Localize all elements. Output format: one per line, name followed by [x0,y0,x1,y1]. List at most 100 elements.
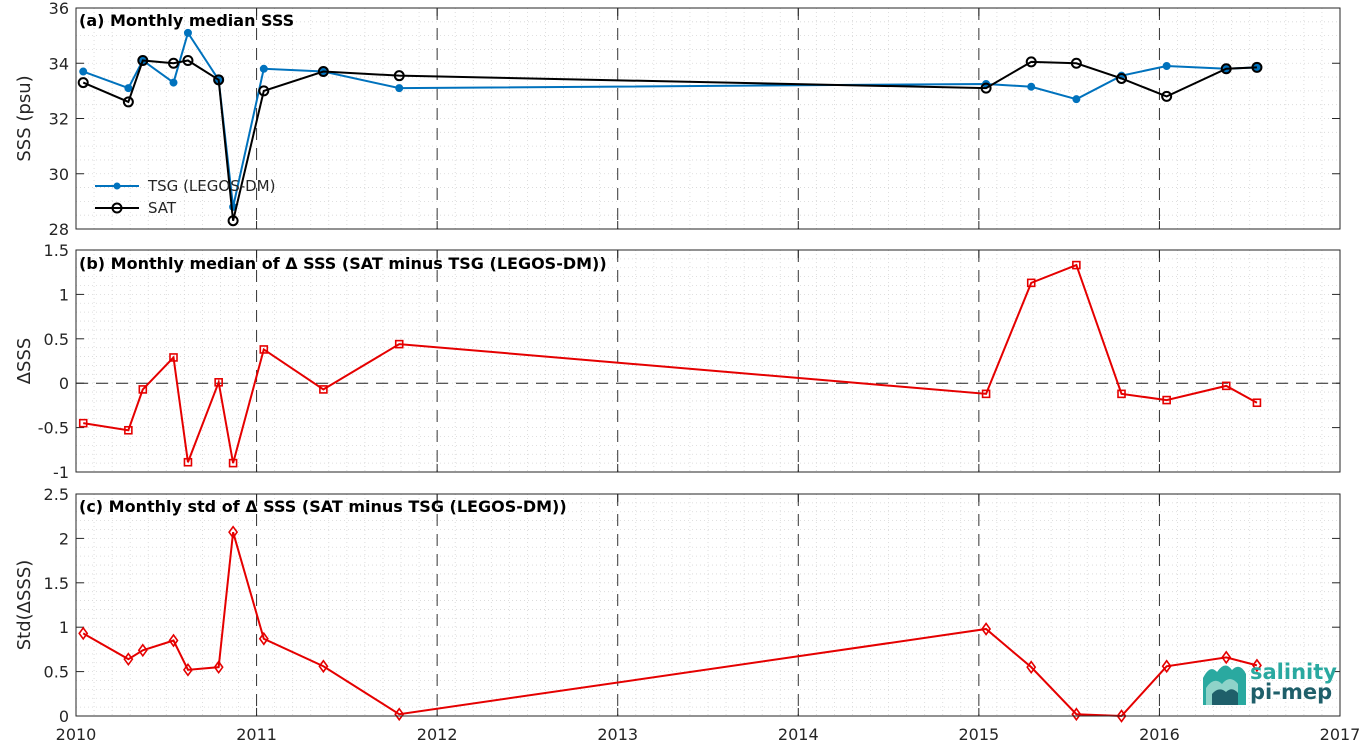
gridlines [76,8,1340,229]
data-point [123,652,134,667]
data-point [1161,659,1172,674]
data-point [1252,398,1262,408]
data-point [1116,72,1128,84]
data-point [214,378,223,387]
data-point [79,67,88,76]
logo-wave-icon [1203,665,1246,705]
y-tick-label: 0.5 [44,330,69,349]
data-point [1072,260,1081,270]
y-tick-label: -0.5 [38,419,69,438]
data-point [78,418,88,428]
series-sat [77,54,1263,227]
y-tick-label: 32 [49,110,69,129]
y-tick-label: 0 [59,707,69,726]
y-tick-label: 2 [59,529,69,548]
data-point [1117,389,1126,399]
data-point [228,525,239,540]
data-point [1116,709,1127,723]
data-point [1027,82,1036,91]
data-point [122,96,134,108]
data-point [1162,395,1171,405]
axes-frame [75,7,1341,230]
panel-c: 0 0.5 1 1.5 2 2.5 2010 2011 2012 2013 2014 2015 2016… [14,485,1360,744]
panel-title: (a) Monthly median SSS [79,11,294,30]
series-delta-sss [78,525,1262,723]
legend-label: SAT [148,199,177,217]
data-point [1161,90,1173,102]
data-point [1162,62,1171,71]
data-point [169,353,178,362]
y-tick-label: 0.5 [44,663,69,682]
gridlines [76,494,1340,716]
data-point [213,660,224,675]
x-tick-label: 2010 [56,725,97,744]
data-point [1220,63,1232,75]
y-axis-label: SSS (psu) [14,75,35,161]
y-tick-label: 2.5 [44,485,69,504]
data-point [227,215,239,227]
gridlines [76,250,1340,472]
data-point [980,82,992,94]
legend: TSG (LEGOS-DM) SAT [95,177,275,217]
legend-marker [113,182,121,190]
data-point [77,77,89,89]
y-tick-label: 0 [59,374,69,393]
data-point [393,70,405,82]
data-point [319,385,328,394]
axes-frame [75,249,1341,473]
legend-item: SAT [95,199,177,217]
data-point [1251,658,1262,673]
data-point [1221,381,1231,391]
data-point [259,345,269,354]
data-point [168,633,179,648]
data-point [1071,707,1082,722]
y-tick-label: 36 [49,0,69,18]
logo-line2: pi-mep [1250,680,1332,704]
panels: 28 30 32 34 36 SSS (psu) (a) Monthly median SS… [14,0,1360,744]
data-point [394,707,405,722]
data-point [168,57,180,69]
y-axis: 0 0.5 1 1.5 2 2.5 [44,485,1340,726]
data-point [1251,61,1263,73]
data-point [259,64,268,73]
axes-frame [75,493,1341,717]
panel-a: 28 30 32 34 36 SSS (psu) (a) Monthly median SS… [14,0,1341,239]
x-tick-label: 2013 [597,725,638,744]
x-tick-label: 2015 [958,725,999,744]
data-point [182,54,194,66]
data-point [169,78,178,87]
y-tick-label: 34 [49,54,69,73]
x-axis: 2010 2011 2012 2013 2014 2015 2016 2017 [56,494,1361,744]
data-point [1026,278,1036,288]
data-point [183,457,193,467]
logo-line1: salinity [1250,660,1337,684]
data-point [258,631,269,646]
data-point [124,84,133,93]
y-axis: 28 30 32 34 36 [49,0,1340,239]
y-tick-label: 28 [49,220,69,239]
data-point [1070,57,1082,69]
x-tick-label: 2016 [1139,725,1180,744]
series-line [82,59,1257,221]
data-point [137,54,149,66]
panel-b: -1 -0.5 0 0.5 1 1.5 ΔSSS (b) Monthly median of … [14,241,1341,482]
x-tick-label: 2017 [1320,725,1361,744]
data-point [981,622,992,636]
y-axis-label: ΔSSS [14,338,35,385]
data-point [78,626,89,641]
series-line [83,263,1258,464]
legend-label: TSG (LEGOS-DM) [147,177,275,195]
y-tick-label: 1.5 [44,241,69,260]
legend-marker [111,202,123,214]
data-point [1025,56,1037,68]
legend-item: TSG (LEGOS-DM) [95,177,275,195]
y-tick-label: -1 [53,463,69,482]
panel-title: (c) Monthly std of Δ SSS (SAT minus TSG … [79,497,567,516]
data-point [395,84,404,93]
series-delta-sss [78,260,1262,468]
data-point [318,659,329,674]
data-point [981,389,991,399]
y-tick-label: 1 [59,618,69,637]
x-tick-label: 2011 [236,725,277,744]
